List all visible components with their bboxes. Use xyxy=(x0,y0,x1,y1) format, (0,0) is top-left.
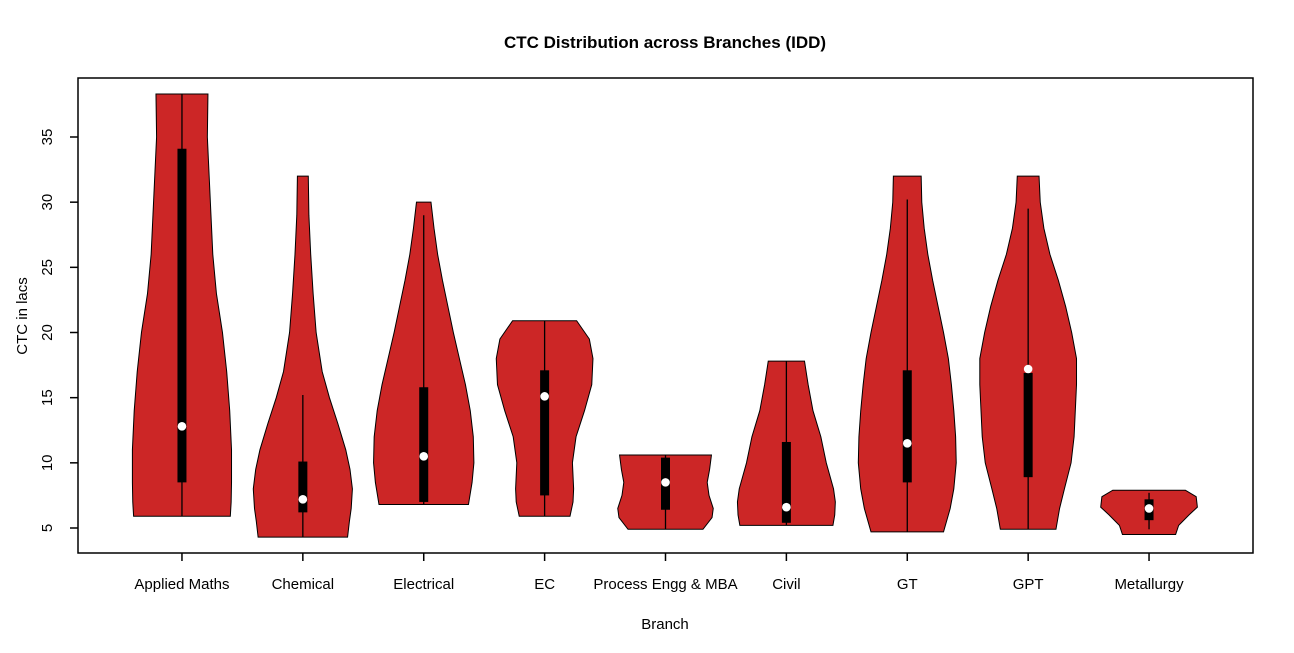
x-tick-label-gt: GT xyxy=(897,576,918,593)
plot-generated-layer: 5 10 15 20 25 30 35 Applied Maths Chemical Electr… xyxy=(39,93,1198,593)
iqr-box-ec xyxy=(540,370,550,496)
y-axis-label: CTC in lacs xyxy=(14,277,31,355)
chart-title: CTC Distribution across Branches (IDD) xyxy=(504,33,826,52)
median-dot-chemical xyxy=(298,495,308,504)
violin-chemical xyxy=(252,175,353,538)
plot-frame xyxy=(77,77,1254,554)
y-tick-label: 10 xyxy=(39,454,56,471)
median-dot-process-engg-mba xyxy=(661,478,670,487)
iqr-box-chemical xyxy=(298,461,308,513)
median-dot-metallurgy xyxy=(1144,504,1154,513)
x-tick-label-civil: Civil xyxy=(772,576,800,593)
y-tick-label: 15 xyxy=(39,389,56,406)
y-tick-label: 35 xyxy=(39,129,56,146)
x-tick-label-metallurgy: Metallurgy xyxy=(1114,576,1184,593)
median-dot-gpt xyxy=(1023,364,1033,374)
iqr-box-applied-maths xyxy=(177,148,187,483)
y-tick-label: 25 xyxy=(39,259,56,276)
y-tick-label: 30 xyxy=(39,194,56,211)
median-dot-gt xyxy=(902,438,912,448)
x-tick-label-ec: EC xyxy=(534,576,555,593)
y-tick-label: 5 xyxy=(39,524,56,532)
iqr-box-gt xyxy=(902,370,912,483)
x-tick-label-gpt: GPT xyxy=(1013,576,1044,593)
iqr-box-civil xyxy=(781,441,791,523)
y-tick-label: 20 xyxy=(39,324,56,341)
x-tick-label-process-engg-mba: Process Engg & MBA xyxy=(593,576,737,593)
x-tick-label-applied-maths: Applied Maths xyxy=(134,576,229,593)
median-dot-ec xyxy=(540,392,549,401)
median-dot-applied-maths xyxy=(177,422,187,431)
median-dot-civil xyxy=(782,502,791,512)
x-tick-label-chemical: Chemical xyxy=(272,576,335,593)
iqr-box-electrical xyxy=(419,387,429,502)
median-dot-electrical xyxy=(419,452,429,461)
x-axis-label: Branch xyxy=(641,616,689,633)
iqr-box-gpt xyxy=(1023,372,1033,478)
x-tick-label-electrical: Electrical xyxy=(393,576,454,593)
